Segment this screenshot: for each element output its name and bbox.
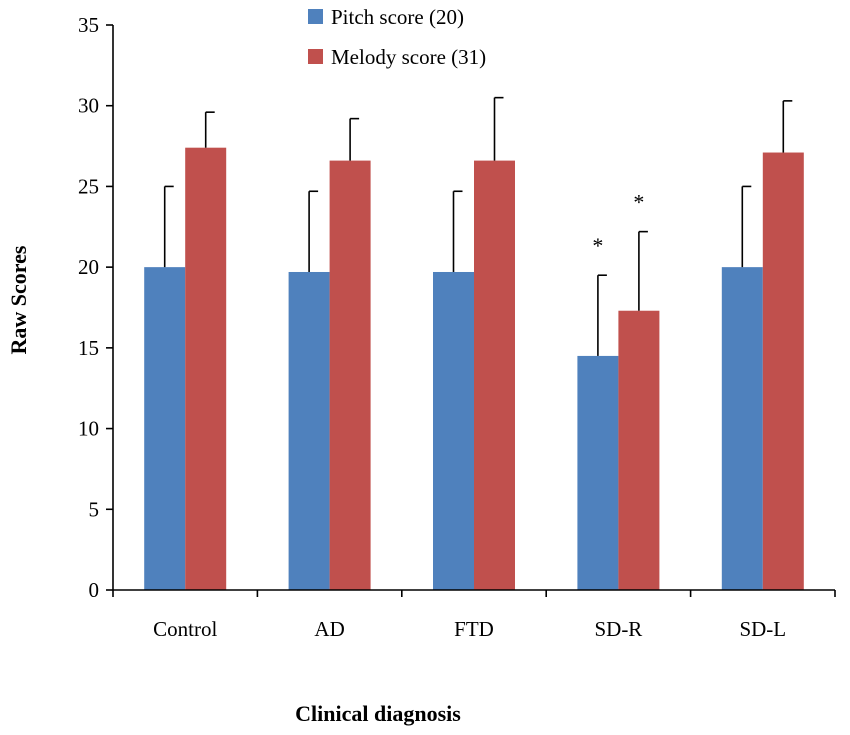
error-bar-ftd-pitch bbox=[452, 190, 463, 272]
legend: Pitch score (20) Melody score (31) bbox=[308, 5, 486, 69]
labels-layer: * * 0 5 10 15 20 25 30 35 Control AD FTD SD-R SD-L bbox=[78, 13, 786, 641]
bar-control-melody bbox=[185, 147, 227, 590]
axes-layer bbox=[106, 24, 836, 597]
x-tick-label-control: Control bbox=[153, 617, 217, 641]
x-tick-label-sd-l: SD-L bbox=[739, 617, 786, 641]
error-bar-sd-l-pitch bbox=[741, 185, 752, 268]
y-tick-label: 0 bbox=[89, 578, 100, 602]
bar-sd-r-pitch bbox=[577, 355, 619, 590]
bar-sd-l-melody bbox=[762, 152, 804, 590]
significance-marker-pitch: * bbox=[592, 233, 603, 258]
y-tick-label: 5 bbox=[89, 497, 100, 521]
y-tick-label: 20 bbox=[78, 255, 99, 279]
bar-ftd-melody bbox=[474, 160, 515, 590]
x-tick-label-sd-r: SD-R bbox=[594, 617, 642, 641]
y-axis-title: Raw Scores bbox=[6, 245, 31, 354]
bar-ad-pitch bbox=[288, 271, 330, 590]
error-bar-control-melody bbox=[204, 111, 215, 148]
y-tick-label: 30 bbox=[78, 94, 99, 118]
y-tick-label: 25 bbox=[78, 174, 99, 198]
error-bar-control-pitch bbox=[163, 185, 174, 268]
error-bar-ad-pitch bbox=[308, 190, 319, 272]
bar-ad-melody bbox=[329, 160, 371, 590]
bar-sd-r-melody bbox=[618, 310, 660, 590]
y-tick-label: 15 bbox=[78, 336, 99, 360]
legend-swatch bbox=[308, 49, 323, 64]
x-tick-label-ftd: FTD bbox=[454, 617, 494, 641]
error-bar-ftd-melody bbox=[493, 96, 504, 161]
x-axis-title: Clinical diagnosis bbox=[295, 701, 461, 726]
error-bar-sd-r-melody bbox=[638, 230, 648, 311]
legend-label: Melody score (31) bbox=[331, 45, 486, 69]
y-tick-label: 10 bbox=[78, 417, 99, 441]
significance-marker-melody: * bbox=[633, 190, 644, 215]
bars-layer bbox=[144, 147, 804, 590]
bar-ftd-pitch bbox=[433, 271, 474, 590]
error-bar-ad-melody bbox=[349, 117, 360, 161]
error-bar-sd-l-melody bbox=[782, 100, 793, 153]
x-tick-label-ad: AD bbox=[314, 617, 344, 641]
legend-entry-melody: Melody score (31) bbox=[308, 45, 486, 69]
y-tick-label: 35 bbox=[78, 13, 99, 37]
bar-sd-l-pitch bbox=[721, 267, 763, 590]
error-bar-sd-r-pitch bbox=[597, 274, 607, 356]
legend-label: Pitch score (20) bbox=[331, 5, 464, 29]
legend-entry-pitch: Pitch score (20) bbox=[308, 5, 464, 29]
error-bars-layer bbox=[163, 96, 793, 356]
legend-swatch bbox=[308, 9, 323, 24]
bar-control-pitch bbox=[144, 267, 186, 590]
